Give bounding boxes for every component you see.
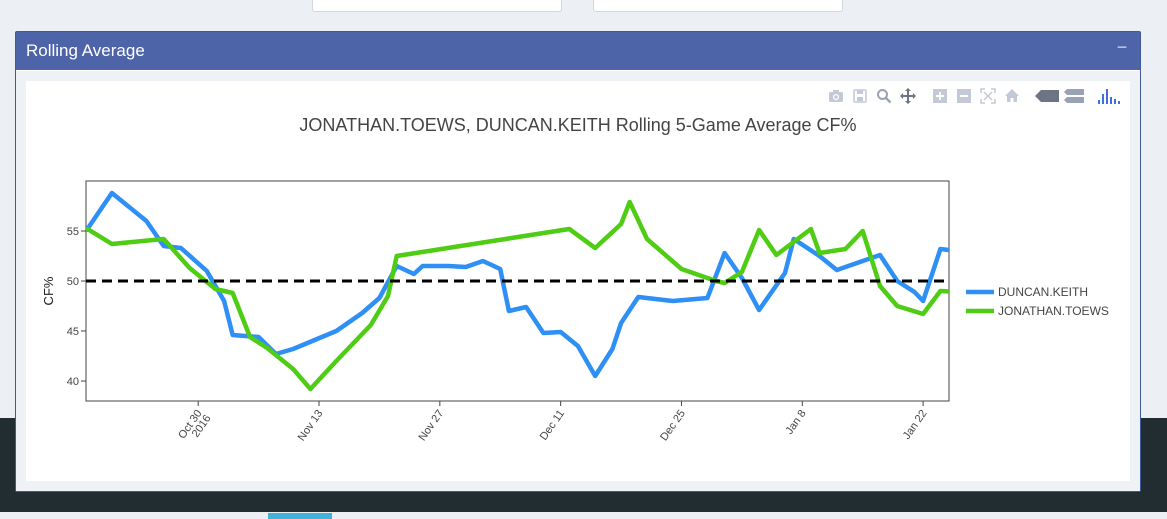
home-icon[interactable] (1002, 86, 1022, 106)
page-bottom-strip (0, 512, 1167, 519)
rolling-average-panel: Rolling Average − 40 45 50 55 CF% Oct 30 2016 N… (15, 31, 1141, 492)
filter-input-right[interactable] (593, 0, 843, 12)
x-tick-label: Nov 13 (296, 408, 326, 443)
x-tick-label: Nov 27 (416, 408, 446, 443)
legend-label: JONATHAN.TOEWS (998, 304, 1109, 318)
y-tick-label: 45 (67, 326, 79, 338)
autoscale-icon[interactable] (978, 86, 998, 106)
series-line-duncan-keith (86, 190, 949, 379)
y-tick-label: 40 (67, 376, 79, 388)
y-tick-label: 55 (67, 226, 79, 238)
chart-title: JONATHAN.TOEWS, DUNCAN.KEITH Rolling 5-G… (299, 115, 857, 135)
camera-icon[interactable] (826, 86, 846, 106)
hover-closest-icon[interactable] (1034, 86, 1060, 106)
x-tick-label: Jan 22 (901, 408, 930, 442)
panel-title: Rolling Average (26, 41, 145, 60)
panel-body: 40 45 50 55 CF% Oct 30 2016 Nov 13 Nov 27 Dec 11 D… (16, 71, 1140, 491)
panel-header: Rolling Average − (16, 32, 1140, 70)
filter-input-left[interactable] (312, 0, 562, 12)
x-tick-label: Dec 25 (658, 408, 688, 443)
plot-area: 40 45 50 55 CF% Oct 30 2016 Nov 13 Nov 27 Dec 11 D… (26, 81, 1130, 481)
y-tick-label: 50 (67, 276, 79, 288)
pan-icon[interactable] (898, 86, 918, 106)
legend-label: DUNCAN.KEITH (998, 285, 1088, 299)
series-line-jonathan-toews (86, 199, 949, 392)
collapse-button[interactable]: − (1116, 37, 1128, 57)
zoom-in-icon[interactable] (930, 86, 950, 106)
modebar (826, 85, 1126, 107)
x-tick-label: Jan 8 (783, 408, 808, 437)
y-axis-label: CF% (41, 276, 56, 305)
zoom-out-icon[interactable] (954, 86, 974, 106)
save-icon[interactable] (850, 86, 870, 106)
bottom-thumbnail (268, 513, 332, 519)
plotly-logo-icon[interactable] (1096, 86, 1122, 106)
x-tick-label: Dec 11 (538, 408, 567, 443)
hover-compare-icon[interactable] (1064, 86, 1084, 106)
zoom-icon[interactable] (874, 86, 894, 106)
